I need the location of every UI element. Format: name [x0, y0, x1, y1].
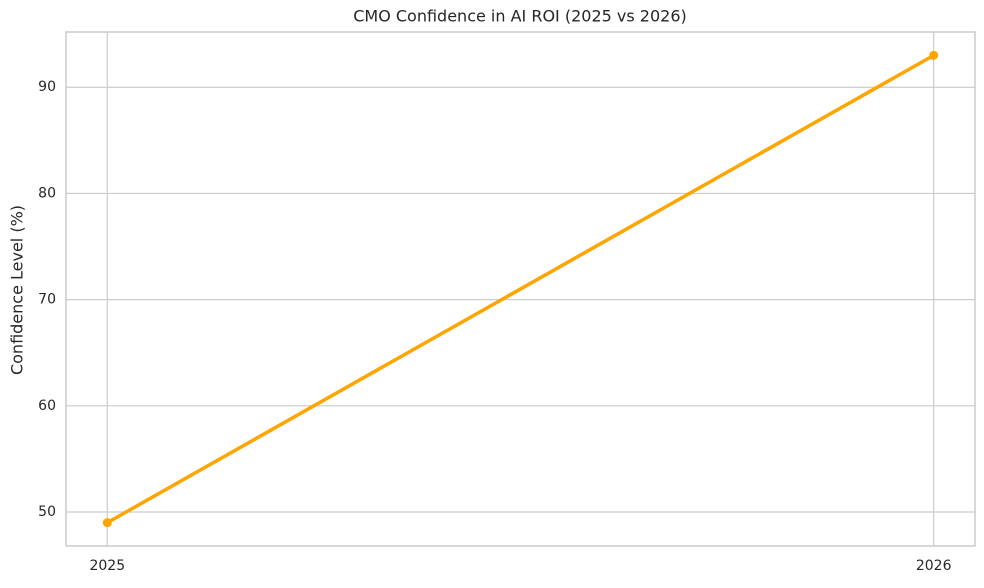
chart-title: CMO Confidence in AI ROI (2025 vs 2026) — [353, 7, 687, 26]
y-tick-label: 50 — [38, 504, 56, 520]
x-tick-label: 2026 — [916, 558, 952, 574]
y-tick-label: 60 — [38, 398, 56, 414]
plot-frame — [65, 31, 976, 547]
line — [106, 53, 935, 525]
y-axis-label: Confidence Level (%) — [8, 205, 27, 375]
point — [102, 518, 112, 528]
y-tick-label: 90 — [38, 79, 56, 95]
y-tick-label: 80 — [38, 185, 56, 201]
point — [929, 50, 939, 60]
x-tick-label: 2025 — [89, 558, 125, 574]
y-tick-label: 70 — [38, 292, 56, 308]
